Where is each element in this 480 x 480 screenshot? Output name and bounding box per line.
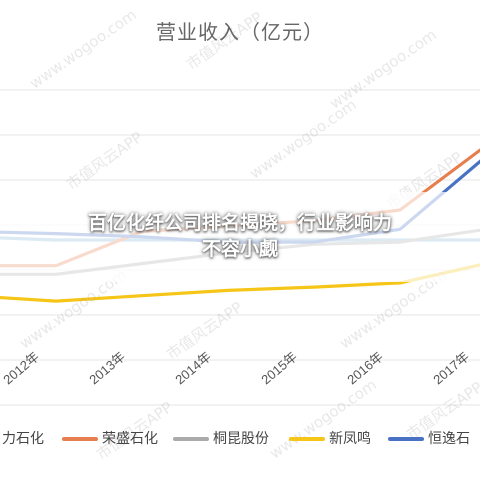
legend-swatch [388, 437, 424, 441]
legend-item-hengli: 力石化 [0, 428, 44, 448]
legend-swatch [62, 437, 98, 441]
legend-swatch [173, 437, 209, 441]
x-tick-label: 2012年 [0, 349, 42, 387]
chart-legend: 力石化 荣盛石化 桐昆股份 新凤鸣 恒逸石 [0, 428, 480, 450]
chart-title: 营业收入（亿元） [156, 20, 324, 44]
headline-text: 百亿化纤公司排名揭晓，行业影响力 不容小觑 [30, 210, 450, 262]
legend-label: 力石化 [2, 431, 44, 447]
legend-swatch [289, 437, 325, 441]
x-tick-label: 2015年 [258, 349, 300, 387]
legend-label: 恒逸石 [428, 431, 470, 447]
legend-item-rongsheng: 荣盛石化 [62, 428, 158, 448]
x-tick-label: 2016年 [344, 349, 386, 387]
headline-line-2: 不容小觑 [201, 238, 278, 260]
legend-label: 桐昆股份 [213, 431, 269, 447]
legend-label: 荣盛石化 [102, 431, 158, 447]
legend-label: 新凤鸣 [329, 431, 371, 447]
x-tick-label: 2017年 [430, 349, 472, 387]
legend-item-xinfengming: 新凤鸣 [289, 428, 371, 448]
x-tick-label: 2013年 [86, 349, 128, 387]
x-tick-labels: 2012年2013年2014年2015年2016年2017年201 [0, 349, 472, 387]
legend-item-tongkun: 桐昆股份 [173, 428, 269, 448]
legend-item-hengyi: 恒逸石 [388, 428, 470, 448]
headline-line-1: 百亿化纤公司排名揭晓，行业影响力 [87, 212, 392, 234]
headline-banner [0, 192, 480, 282]
x-tick-label: 2014年 [172, 349, 214, 387]
